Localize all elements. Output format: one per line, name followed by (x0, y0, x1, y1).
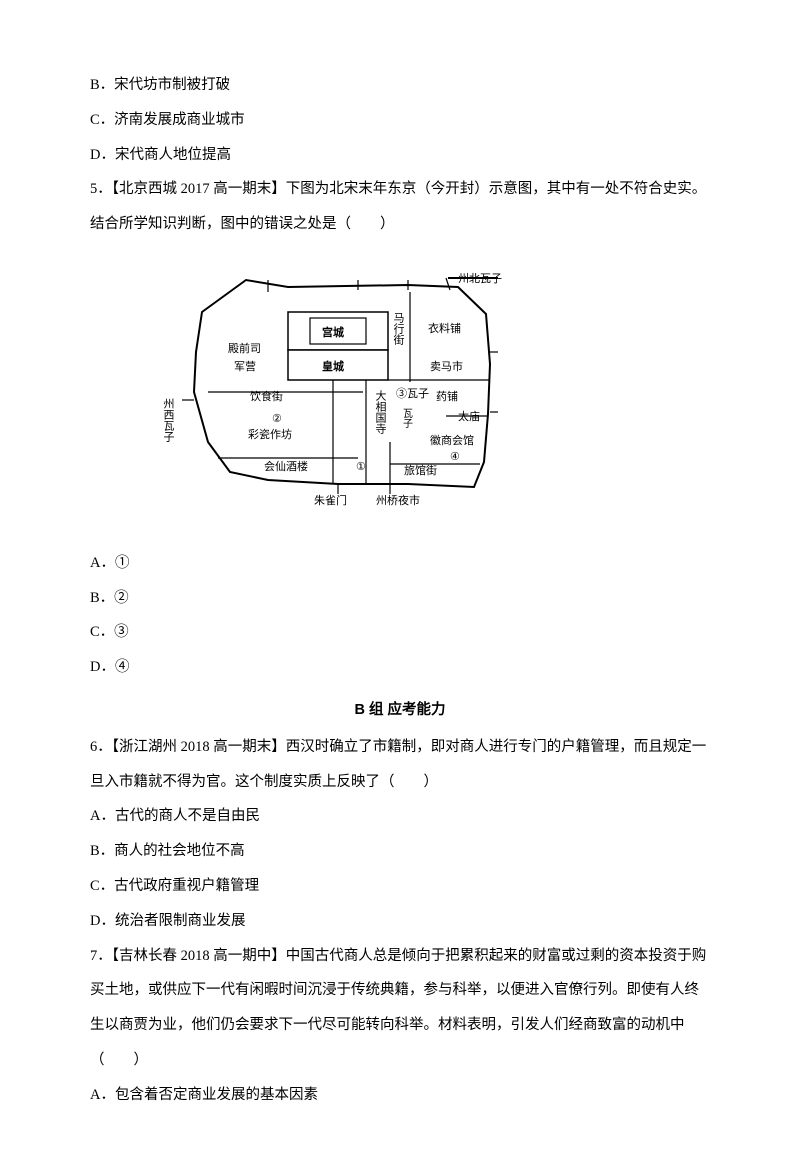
map-label-huangcheng: 皇城 (322, 359, 344, 373)
map-label-huishangguan: 徽商会馆 (430, 433, 474, 447)
map-label-yaopu: 药铺 (436, 390, 458, 403)
map-label-caici: 彩瓷作坊 (248, 427, 292, 441)
q6-option-c: C．古代政府重视户籍管理 (90, 869, 710, 904)
map-label-lvguanjie: 旅馆街 (404, 463, 437, 477)
map-label-junying: 军营 (234, 359, 256, 373)
question-5-stem: 5．【北京西城 2017 高一期末】下图为北宋末年东京（今开封）示意图，其中有一… (90, 172, 710, 242)
option-b: B．宋代坊市制被打破 (90, 68, 710, 103)
map-label-daxiangguosi: 大相国寺 (374, 389, 387, 434)
map-label-huixian: 会仙酒楼 (264, 459, 308, 473)
section-b-title: B 组 应考能力 (90, 693, 710, 728)
map-label-maxingjie: 马行街 (392, 312, 405, 346)
map-figure: 州西瓦子 州北瓦子 宫城 皇城 殿前司 军营 马行街 衣料铺 卖马市 药铺 太庙… (158, 252, 710, 536)
map-label-wazi3: ③瓦子 (396, 387, 429, 400)
map-label-4: ④ (450, 451, 460, 463)
map-label-yiliaopu: 衣料铺 (428, 321, 461, 335)
q6-option-b: B．商人的社会地位不高 (90, 834, 710, 869)
map-label-zhouxi: 州西瓦子 (162, 398, 175, 442)
q7-option-a: A．包含着否定商业发展的基本因素 (90, 1078, 710, 1113)
map-label-zhouqiaoyeshi: 州桥夜市 (376, 493, 420, 507)
q6-option-a: A．古代的商人不是自由民 (90, 799, 710, 834)
map-label-2: ② (272, 413, 282, 425)
question-7-stem: 7．【吉林长春 2018 高一期中】中国古代商人总是倾向于把累积起来的财富或过剩… (90, 939, 710, 1078)
map-label-gongcheng: 宫城 (322, 325, 344, 339)
map-label-yinshijie: 饮食街 (250, 389, 283, 403)
q5-option-b: B．② (90, 581, 710, 616)
option-d: D．宋代商人地位提高 (90, 138, 710, 173)
map-label-wazi3b: 瓦子 (401, 408, 413, 428)
q5-option-d: D．④ (90, 650, 710, 685)
q5-option-a: A．① (90, 546, 710, 581)
map-label-zhuquemen: 朱雀门 (314, 493, 347, 507)
map-label-1: ① (356, 461, 366, 473)
q5-option-c: C．③ (90, 615, 710, 650)
q6-option-d: D．统治者限制商业发展 (90, 904, 710, 939)
option-c: C．济南发展成商业城市 (90, 103, 710, 138)
question-6-stem: 6．【浙江湖州 2018 高一期末】西汉时确立了市籍制，即对商人进行专门的户籍管… (90, 730, 710, 800)
map-label-dianqiansi: 殿前司 (228, 341, 261, 355)
map-label-maimashi: 卖马市 (430, 359, 463, 373)
